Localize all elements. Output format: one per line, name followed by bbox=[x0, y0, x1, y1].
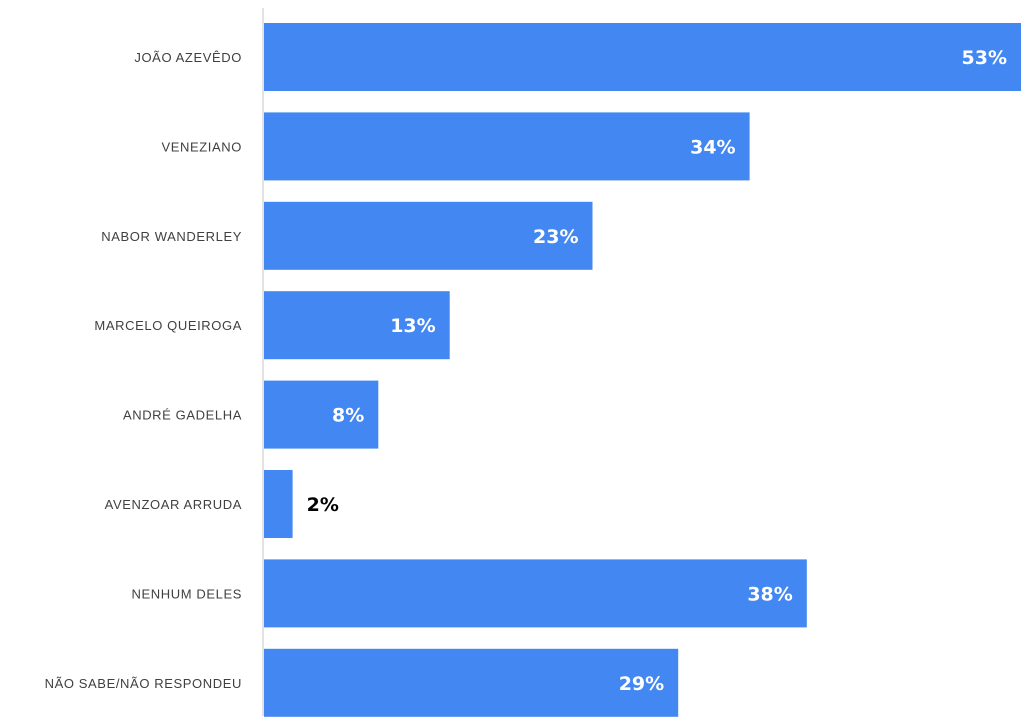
bar bbox=[264, 201, 593, 270]
bar bbox=[264, 648, 679, 717]
bar bbox=[264, 380, 379, 449]
value-label: 53% bbox=[962, 47, 1007, 69]
bars-group bbox=[264, 23, 1021, 717]
value-label: 34% bbox=[690, 136, 735, 158]
value-label: 29% bbox=[619, 673, 664, 695]
value-label: 8% bbox=[332, 405, 364, 427]
category-label: NENHUM DELES bbox=[132, 586, 243, 601]
category-label: VENEZIANO bbox=[161, 139, 242, 154]
category-label: ANDRÉ GADELHA bbox=[123, 408, 242, 423]
bar bbox=[264, 470, 293, 538]
value-labels-group: 53% 34% 23% 13% 8% 2% 38% 29% bbox=[307, 47, 1007, 695]
category-label: NABOR WANDERLEY bbox=[101, 229, 242, 244]
bar bbox=[264, 112, 750, 181]
bar bbox=[264, 559, 807, 628]
category-label: MARCELO QUEIROGA bbox=[94, 318, 242, 333]
bar bbox=[264, 23, 1021, 91]
category-label: JOÃO AZEVÊDO bbox=[134, 50, 242, 65]
value-label: 2% bbox=[307, 494, 339, 516]
category-label: NÃO SABE/NÃO RESPONDEU bbox=[45, 676, 242, 691]
value-label: 23% bbox=[533, 226, 578, 248]
value-label: 13% bbox=[390, 315, 435, 337]
category-label: AVENZOAR ARRUDA bbox=[105, 497, 242, 512]
bar bbox=[264, 291, 450, 360]
value-label: 38% bbox=[747, 583, 792, 605]
category-labels-group: JOÃO AZEVÊDO VENEZIANO NABOR WANDERLEY MARC… bbox=[45, 50, 242, 691]
